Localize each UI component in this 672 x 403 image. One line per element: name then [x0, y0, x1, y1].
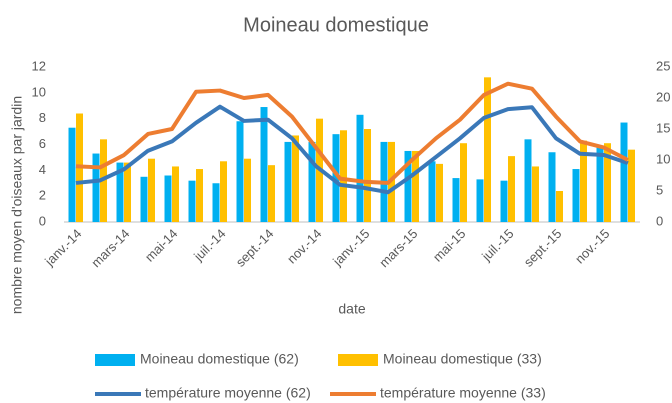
chart-title: Moineau domestique — [243, 14, 429, 36]
bar — [268, 165, 275, 222]
bar — [124, 162, 131, 222]
bar — [604, 143, 611, 222]
x-tick-label: janv.-15 — [329, 226, 372, 269]
bar — [332, 134, 340, 222]
y-tick-label: 8 — [39, 110, 46, 125]
bar — [628, 149, 635, 222]
bar — [284, 141, 292, 222]
bar — [308, 141, 316, 222]
bar — [412, 150, 419, 222]
bar — [196, 169, 203, 222]
y2-tick-label: 25 — [656, 58, 670, 73]
y2-tick-label: 0 — [656, 213, 663, 228]
bar — [340, 130, 347, 222]
x-tick-label: juil.-15 — [478, 226, 516, 264]
legend-label: température moyenne (62) — [145, 385, 311, 401]
line — [75, 104, 629, 195]
bar — [452, 178, 460, 222]
y-tick-label: 12 — [32, 58, 46, 73]
bar — [404, 150, 412, 222]
bar — [292, 135, 299, 222]
bar — [580, 140, 587, 222]
bar — [476, 179, 484, 222]
bar — [500, 180, 508, 222]
bar — [172, 166, 179, 222]
bar — [556, 191, 563, 222]
x-tick-label: sept.-14 — [233, 226, 277, 270]
y2-tick-label: 5 — [656, 182, 663, 197]
legend-label: Moineau domestique (62) — [140, 351, 299, 367]
x-tick-label: nov.-14 — [284, 226, 325, 267]
bar — [220, 161, 227, 222]
x-tick-label: mars-15 — [376, 226, 420, 270]
bar — [524, 139, 532, 222]
bar — [212, 183, 220, 222]
bar — [596, 145, 604, 222]
bar — [460, 143, 467, 222]
x-tick-label: mars-14 — [88, 226, 132, 270]
bar — [92, 153, 100, 222]
bar — [436, 163, 443, 222]
y2-tick-label: 15 — [656, 120, 670, 135]
bar — [236, 121, 244, 222]
legend-swatch — [95, 354, 135, 366]
legend-swatch — [338, 354, 378, 366]
bar — [116, 162, 124, 222]
y-tick-label: 0 — [39, 213, 46, 228]
x-tick-label: mai-15 — [430, 226, 469, 265]
x-tick-label: juil.-14 — [190, 226, 228, 264]
y-tick-label: 4 — [39, 162, 46, 177]
y-axis-label: nombre moyen d'oiseaux par jardin — [9, 96, 25, 314]
x-tick-label: mai-14 — [142, 226, 181, 265]
x-tick-label: janv.-14 — [41, 226, 84, 269]
bar — [68, 127, 76, 222]
bar — [188, 180, 196, 222]
line — [75, 81, 629, 185]
bar — [260, 107, 268, 222]
bar — [508, 156, 515, 222]
y-tick-label: 10 — [32, 84, 46, 99]
bar — [140, 176, 148, 222]
bar — [548, 152, 556, 222]
x-tick-label: sept.-15 — [521, 226, 565, 270]
bar — [244, 158, 251, 222]
bar — [364, 129, 371, 222]
x-axis-label: date — [338, 301, 365, 317]
bar — [148, 158, 155, 222]
legend-label: température moyenne (33) — [380, 385, 546, 401]
bar — [356, 114, 364, 222]
bar — [428, 161, 436, 222]
x-tick-label: nov.-15 — [572, 226, 613, 267]
y-tick-label: 2 — [39, 188, 46, 203]
bar — [620, 122, 628, 222]
legend-label: Moineau domestique (33) — [383, 351, 542, 367]
bar — [164, 175, 172, 222]
bar — [484, 77, 491, 222]
bar — [532, 166, 539, 222]
bar — [572, 169, 580, 222]
y2-tick-label: 10 — [656, 151, 670, 166]
y2-tick-label: 20 — [656, 89, 670, 104]
y-tick-label: 6 — [39, 136, 46, 151]
